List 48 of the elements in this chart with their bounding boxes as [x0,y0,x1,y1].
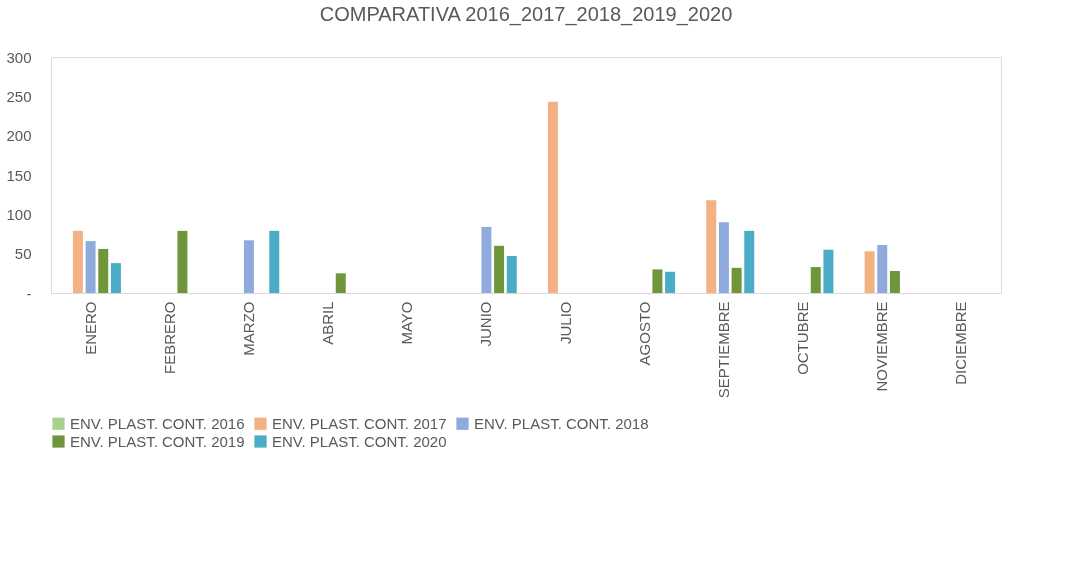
bar [269,230,280,293]
x-tick-label: JUNIO [477,301,495,347]
bar [652,269,663,293]
bar [810,267,821,293]
bar [98,248,109,293]
x-tick-label: OCTUBRE [794,301,812,375]
bar [177,230,188,293]
bar [731,267,742,293]
bar [494,245,505,293]
y-tick-label: 100 [6,205,32,223]
bar [823,249,834,293]
x-tick-label: AGOSTO [635,301,653,366]
x-tick-label: NOVIEMBRE [873,301,891,392]
y-tick-label: - [26,284,32,302]
bar [506,256,517,293]
bar [481,226,492,293]
x-tick-label: ABRIL [319,301,337,345]
bar [889,270,900,293]
legend-label: ENV. PLAST. CONT. 2019 [70,432,245,450]
y-tick-label: 250 [6,87,32,105]
chart-title: COMPARATIVA 2016_2017_2018_2019_2020 [319,3,733,26]
legend-label: ENV. PLAST. CONT. 2016 [70,414,245,432]
legend-label: ENV. PLAST. CONT. 2017 [272,414,447,432]
legend-label: ENV. PLAST. CONT. 2020 [272,432,447,450]
bar [665,271,676,293]
bar [72,230,83,293]
x-tick-label: FEBRERO [160,301,178,375]
bar [877,245,888,293]
bar [85,241,96,293]
bar [335,273,346,293]
y-tick-label: 300 [6,48,32,66]
bar [864,251,875,293]
legend-label: ENV. PLAST. CONT. 2018 [474,414,649,432]
x-tick-label: MAYO [398,301,416,345]
bar [706,200,717,293]
x-tick-label: MARZO [239,301,257,356]
y-tick-label: 200 [6,127,32,145]
x-tick-label: ENERO [81,301,99,355]
bar [547,101,558,293]
bar [744,230,755,293]
y-tick-label: 50 [14,245,32,263]
x-tick-label: DICIEMBRE [952,301,970,385]
bar [718,222,729,293]
y-tick-label: 150 [6,166,32,184]
bar [243,240,254,293]
x-tick-label: SEPTIEMBRE [714,301,732,399]
bar [110,263,121,293]
x-tick-label: JULIO [556,301,574,345]
